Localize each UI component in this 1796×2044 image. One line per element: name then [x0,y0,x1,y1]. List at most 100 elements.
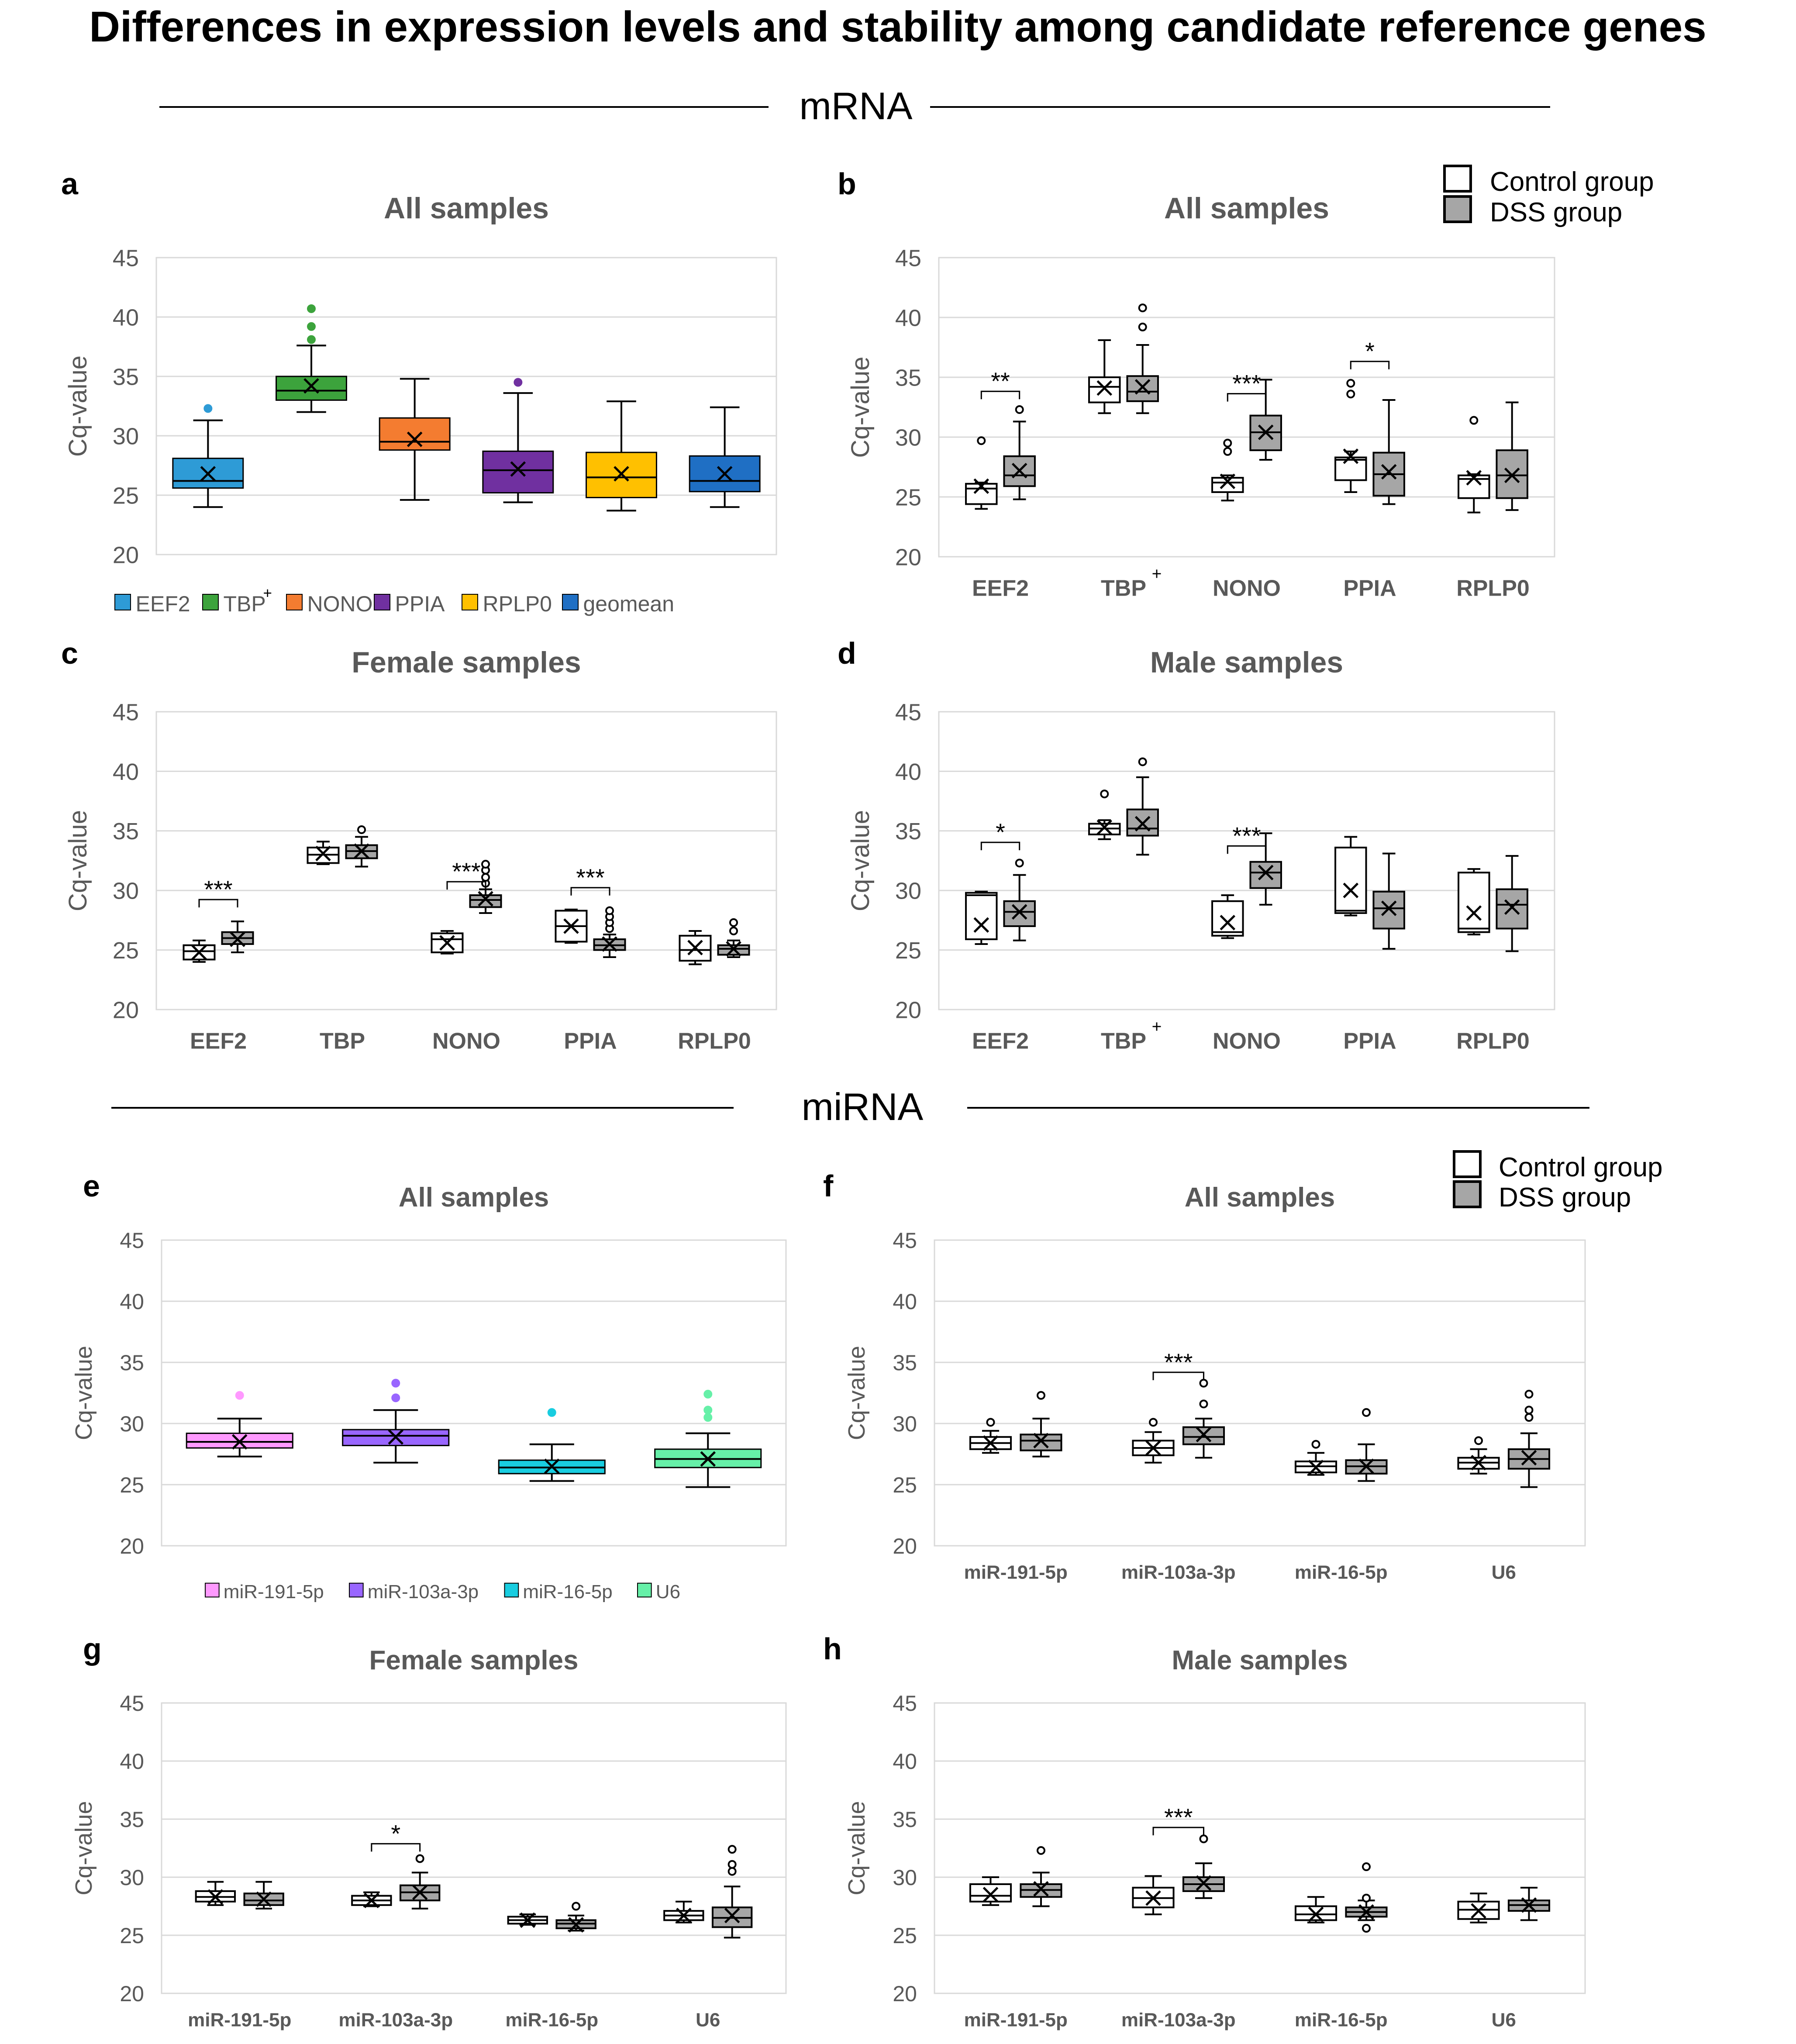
outlier-point [481,860,490,869]
legend-swatch [462,594,478,610]
mean-marker [200,466,216,482]
y-tick-label: 20 [113,542,139,568]
y-tick-label: 35 [895,365,921,391]
box-plot [1507,1432,1551,1488]
mean-marker [568,1917,584,1933]
legend-swatch-control [1443,165,1472,193]
mean-marker [364,1892,379,1908]
outlier-point [481,873,490,882]
significance-stars: *** [452,858,480,885]
mean-marker [726,941,741,957]
mean-marker [191,944,207,960]
significance-bracket: *** [1152,1803,1204,1836]
significance-bracket: * [371,1820,421,1852]
y-tick-label: 25 [120,1473,144,1497]
outlier-point [729,918,738,927]
box-plot [1020,1417,1062,1458]
outlier-point [729,926,738,935]
mean-marker [1381,900,1397,916]
mean-marker [973,917,989,933]
mean-marker [1196,1427,1212,1442]
outlier-point [1138,303,1147,313]
box-iqr [1249,861,1282,889]
legend-label: miR-103a-3p [368,1581,479,1603]
outlier-point [1199,1399,1208,1409]
box-iqr [482,450,554,494]
x-tick-label: RPLP0 [1456,1028,1530,1054]
y-tick-label: 30 [113,878,139,904]
legend-swatch-control [1453,1150,1482,1178]
y-tick-label: 45 [113,699,139,725]
x-tick-label: PPIA [564,1028,617,1054]
mean-marker [1343,448,1359,464]
legend-mark: + [263,585,272,602]
y-axis-label: Cq-value [846,356,875,458]
mean-marker [1308,1460,1324,1475]
mean-marker [1381,464,1397,480]
significance-stars: * [996,818,1005,846]
y-tick-label: 35 [120,1351,144,1375]
y-tick-label: 20 [120,1534,144,1558]
mean-marker [1358,1904,1374,1920]
mean-marker [1196,1875,1212,1891]
box-plot [431,930,464,955]
outlier-point [977,436,986,445]
box-plot [399,1872,441,1910]
box-plot [1294,1896,1338,1923]
box-plot [1003,421,1036,500]
legend-swatch [202,594,219,610]
legend-label: miR-16-5p [523,1581,612,1603]
y-tick-label: 20 [120,1982,144,2006]
box-plot [593,934,626,958]
significance-stars: *** [1164,1803,1193,1831]
y-tick-label: 30 [893,1412,917,1436]
box-plot [345,836,378,868]
y-tick-label: 20 [893,1534,917,1558]
outlier-point [307,335,316,344]
x-tick-label: PPIA [1343,1028,1396,1054]
box-plot [276,345,347,413]
y-axis-label: Cq-value [64,355,92,457]
box-plot [1345,1443,1388,1482]
y-tick-label: 35 [120,1807,144,1832]
outlier-point [1524,1413,1534,1422]
x-tick-label: miR-103a-3p [338,2010,453,2031]
outlier-point [1199,1379,1208,1388]
legend-label: NONO [307,592,373,616]
bracket-line [1350,361,1390,369]
x-tick-label: miR-191-5p [188,2010,291,2031]
y-axis-label: Cq-value [844,1801,870,1895]
y-tick-label: 30 [895,424,921,451]
y-tick-label: 45 [893,1691,917,1716]
mean-marker [602,936,617,952]
mean-marker [520,1912,536,1928]
outlier-point [1015,405,1024,414]
plot-frame [934,1702,1586,1994]
outlier-point [1346,379,1355,388]
outlier-point [703,1406,713,1415]
outlier-point [235,1391,244,1400]
y-tick-label: 45 [113,245,139,271]
significance-stars: *** [1164,1348,1193,1376]
box-plot [1458,868,1490,936]
box-plot [1132,1431,1175,1464]
outlier-point [727,1860,737,1869]
mean-marker [388,1429,404,1445]
outlier-point [203,404,213,413]
outlier-point [1223,447,1232,456]
significance-bracket: * [1350,338,1390,369]
significance-stars: ** [991,367,1010,395]
x-tick-label: miR-16-5p [505,2010,598,2031]
plot-frame [161,1702,787,1994]
legend-swatch-dss [1453,1180,1482,1208]
y-tick-label: 35 [893,1807,917,1832]
legend-label-control: Control group [1499,1152,1663,1182]
box-iqr [379,417,451,451]
outlier-point [1362,1924,1371,1933]
outlier-point [1362,1893,1371,1903]
box-plot [482,392,554,503]
mean-marker [1343,882,1359,898]
y-tick-label: 30 [113,423,139,449]
box-iqr [243,1892,284,1906]
x-tick-label: TBP [320,1028,365,1054]
